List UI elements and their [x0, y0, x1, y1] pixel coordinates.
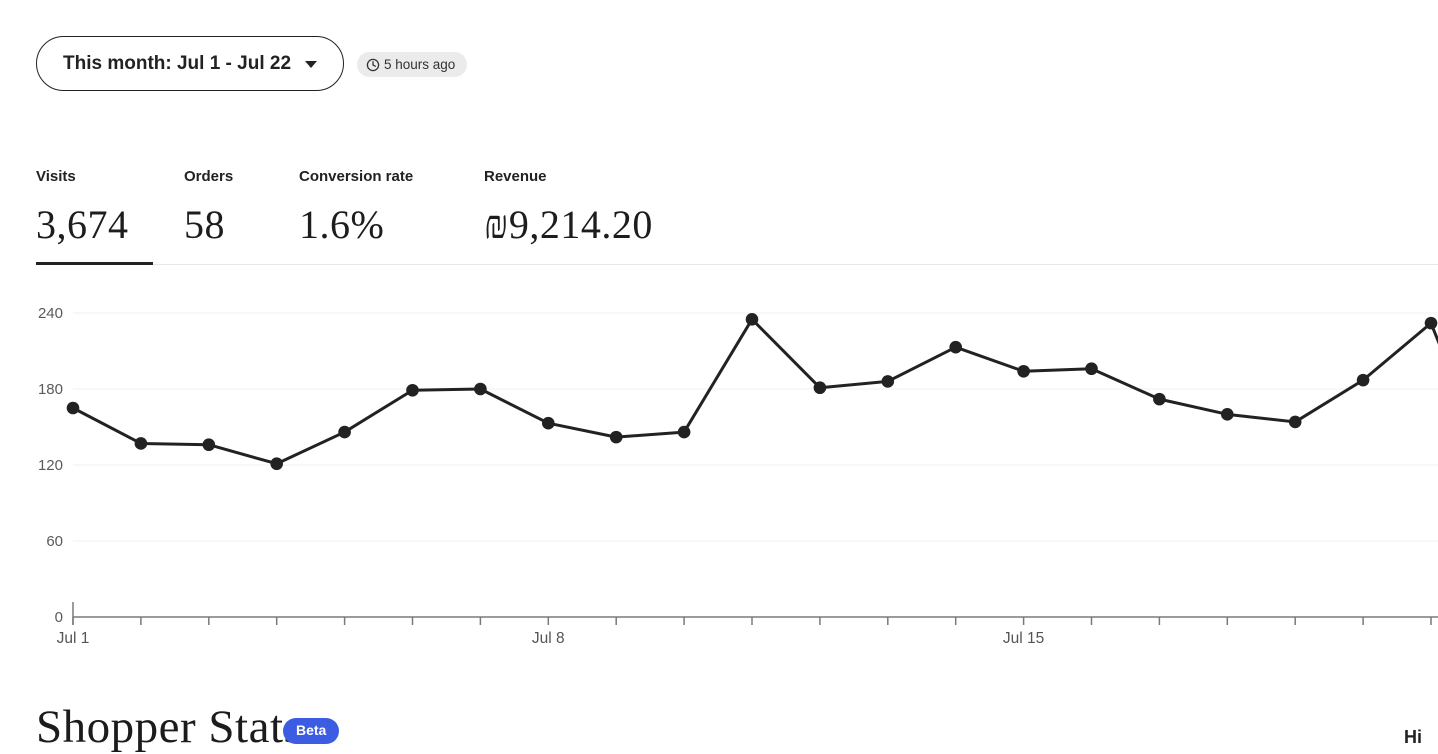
- last-updated-text: 5 hours ago: [384, 57, 456, 72]
- stat-label: Conversion rate: [299, 168, 414, 185]
- stat-tab-orders[interactable]: Orders 58: [184, 168, 299, 248]
- svg-text:60: 60: [46, 533, 63, 550]
- stat-tab-revenue[interactable]: Revenue ₪9,214.20: [484, 168, 1438, 248]
- svg-text:180: 180: [38, 381, 63, 398]
- svg-text:Jul 8: Jul 8: [532, 630, 565, 647]
- last-updated-badge: 5 hours ago: [357, 52, 468, 77]
- date-range-label: This month: Jul 1 - Jul 22: [63, 52, 292, 74]
- stat-value: 1.6%: [299, 202, 385, 247]
- stat-tab-visits[interactable]: Visits 3,674: [36, 168, 184, 248]
- svg-text:Jul 1: Jul 1: [57, 630, 90, 647]
- tabs-baseline-divider: [36, 264, 1438, 265]
- chevron-down-icon: [305, 61, 318, 68]
- date-range-dropdown[interactable]: This month: Jul 1 - Jul 22: [36, 36, 345, 91]
- stats-tab-row: Visits 3,674 Orders 58 Conversion rate 1…: [36, 168, 1438, 248]
- svg-text:120: 120: [38, 457, 63, 474]
- clipped-bottom-right-text: Hi: [1404, 727, 1422, 747]
- beta-badge: Beta: [283, 718, 340, 744]
- stat-label: Visits: [36, 168, 76, 185]
- stat-tab-conversion-rate[interactable]: Conversion rate 1.6%: [299, 168, 484, 248]
- shopper-stats-title: Shopper Stats: [36, 701, 303, 753]
- clock-icon: [366, 58, 380, 71]
- visits-line-chart[interactable]: 0 60 120 180 240 Jul 1 Jul 8 Jul 15: [0, 290, 1438, 660]
- stat-value: ₪9,214.20: [484, 202, 653, 247]
- active-tab-underline: [36, 262, 153, 265]
- svg-text:240: 240: [38, 305, 63, 322]
- svg-text:0: 0: [55, 609, 63, 626]
- svg-text:Jul 15: Jul 15: [1003, 630, 1044, 647]
- stat-value: 58: [184, 202, 225, 247]
- stat-value: 3,674: [36, 202, 129, 247]
- stat-label: Orders: [184, 168, 234, 185]
- stat-label: Revenue: [484, 168, 547, 185]
